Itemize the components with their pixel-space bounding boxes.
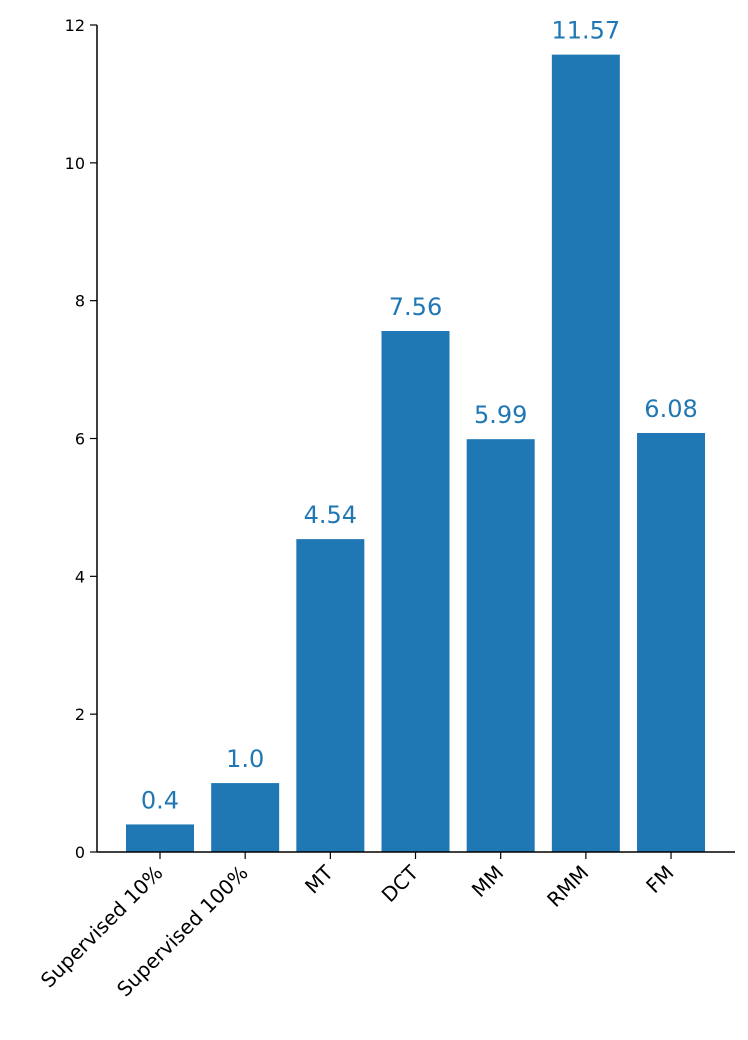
bar-5 — [551, 54, 620, 852]
bar-3 — [381, 330, 450, 852]
y-tick-label-2: 4 — [75, 567, 85, 586]
data-label-0: 0.4 — [141, 786, 179, 814]
bar-0 — [126, 824, 194, 852]
bars-group — [126, 54, 706, 852]
y-tick-label-0: 0 — [75, 843, 85, 862]
x-tick-label-5: RMM — [542, 861, 593, 912]
bar-2 — [296, 539, 365, 852]
x-tick-label-3: DCT — [377, 860, 424, 907]
bar-4 — [466, 439, 535, 852]
y-tick-label-6: 12 — [65, 16, 85, 35]
bar-1 — [211, 783, 280, 852]
data-label-1: 1.0 — [226, 745, 264, 773]
data-label-5: 11.57 — [551, 17, 620, 45]
data-label-3: 7.56 — [389, 293, 442, 321]
y-tick-label-3: 6 — [75, 430, 85, 449]
data-label-6: 6.08 — [644, 395, 697, 423]
x-tick-label-6: FM — [641, 861, 678, 898]
y-tick-label-4: 8 — [75, 292, 85, 311]
bar-6 — [637, 432, 706, 852]
data-label-2: 4.54 — [304, 501, 357, 529]
x-tick-label-4: MM — [467, 861, 508, 902]
y-tick-label-1: 2 — [75, 705, 85, 724]
y-tick-label-5: 10 — [65, 154, 85, 173]
x-tick-label-2: MT — [300, 860, 338, 898]
data-labels-group: 0.4 1.0 4.54 7.56 5.99 11.57 6.08 — [141, 17, 698, 815]
data-label-4: 5.99 — [474, 401, 527, 429]
